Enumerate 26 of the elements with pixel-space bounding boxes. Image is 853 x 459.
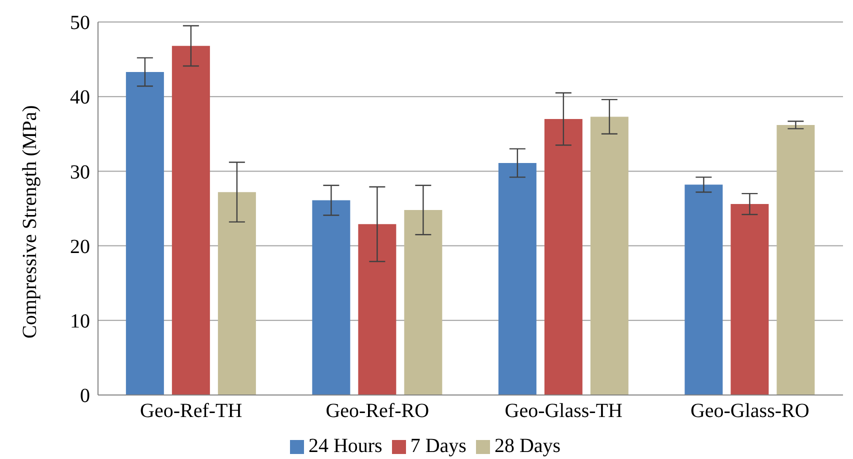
legend-label: 24 Hours bbox=[308, 435, 382, 457]
bar bbox=[312, 200, 350, 395]
y-tick-label: 0 bbox=[80, 385, 90, 408]
bar bbox=[590, 116, 628, 395]
bar bbox=[218, 192, 256, 395]
bar bbox=[358, 224, 396, 395]
bar bbox=[404, 210, 442, 395]
y-axis-title: Compressive Strength (MPa) bbox=[19, 105, 42, 338]
x-tick-label: Geo-Ref-TH bbox=[140, 400, 242, 422]
bar bbox=[776, 124, 815, 395]
bar bbox=[730, 204, 769, 395]
legend-label: 7 Days bbox=[410, 435, 466, 457]
bar bbox=[126, 72, 164, 395]
y-tick-label: 20 bbox=[70, 236, 90, 258]
legend-label: 28 Days bbox=[494, 435, 561, 457]
y-tick-label: 10 bbox=[70, 310, 90, 332]
x-tick-label: Geo-Glass-TH bbox=[504, 400, 622, 422]
bar bbox=[684, 184, 723, 395]
y-tick-label: 40 bbox=[70, 86, 90, 109]
y-tick-label: 30 bbox=[70, 161, 90, 184]
bar bbox=[498, 162, 536, 395]
x-tick-label: Geo-Ref-RO bbox=[326, 400, 430, 422]
bar bbox=[544, 118, 582, 395]
y-tick-label: 50 bbox=[70, 12, 90, 34]
bar bbox=[172, 46, 210, 395]
x-tick-label: Geo-Glass-RO bbox=[690, 400, 810, 422]
